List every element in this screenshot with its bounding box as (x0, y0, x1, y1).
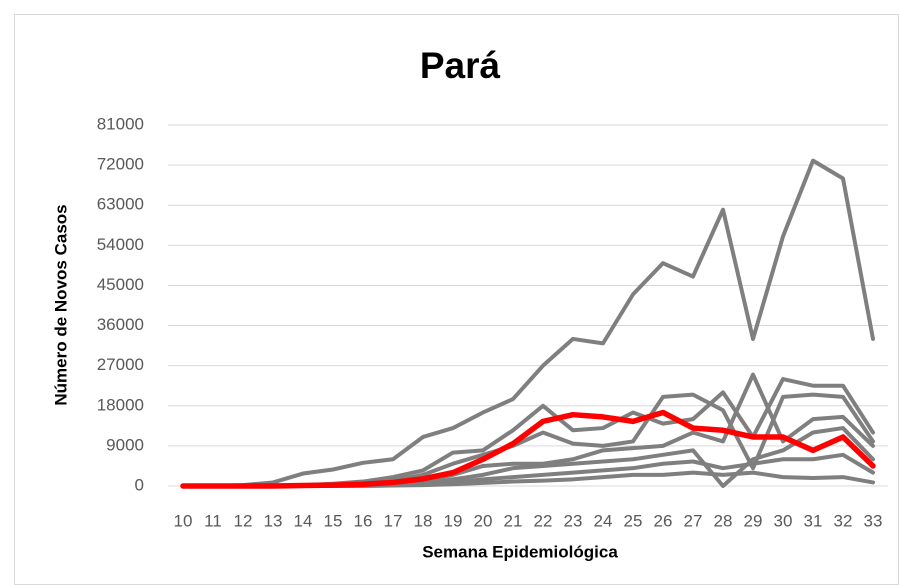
y-tick-label: 63000 (97, 195, 144, 214)
y-tick-label: 0 (135, 475, 144, 494)
x-tick-label: 33 (864, 511, 883, 530)
y-tick-label: 27000 (97, 355, 144, 374)
y-tick-label: 72000 (97, 155, 144, 174)
x-tick-label: 18 (414, 511, 433, 530)
x-tick-label: 25 (624, 511, 643, 530)
x-tick-label: 15 (324, 511, 343, 530)
x-tick-label: 19 (444, 511, 463, 530)
x-tick-label: 30 (774, 511, 793, 530)
x-tick-label: 24 (594, 511, 613, 530)
x-tick-label: 11 (204, 511, 222, 530)
x-tick-label: 29 (744, 511, 763, 530)
x-tick-label: 21 (504, 511, 523, 530)
chart-title: Pará (420, 45, 501, 86)
x-tick-label: 22 (534, 511, 553, 530)
x-tick-label: 26 (654, 511, 673, 530)
series-line (181, 158, 875, 488)
y-tick-label: 45000 (97, 275, 144, 294)
y-tick-label: 81000 (97, 114, 144, 133)
y-axis-label: Número de Novos Casos (51, 204, 70, 405)
x-tick-label: 27 (684, 511, 703, 530)
x-tick-label: 10 (174, 511, 193, 530)
x-tick-label: 23 (564, 511, 583, 530)
y-tick-label: 36000 (97, 315, 144, 334)
x-axis-label: Semana Epidemiológica (422, 542, 618, 561)
x-tick-label: 13 (264, 511, 283, 530)
x-tick-label: 20 (474, 511, 493, 530)
x-tick-label: 28 (714, 511, 733, 530)
x-tick-label: 14 (294, 511, 313, 530)
y-tick-label: 18000 (97, 395, 144, 414)
x-tick-label: 17 (384, 511, 403, 530)
chart-border (14, 14, 899, 585)
x-tick-label: 31 (804, 511, 823, 530)
y-tick-label: 9000 (106, 435, 144, 454)
y-tick-label: 54000 (97, 235, 144, 254)
series-line (180, 409, 876, 489)
x-tick-label: 12 (234, 511, 253, 530)
x-tick-label: 32 (834, 511, 853, 530)
x-tick-label: 16 (354, 511, 373, 530)
